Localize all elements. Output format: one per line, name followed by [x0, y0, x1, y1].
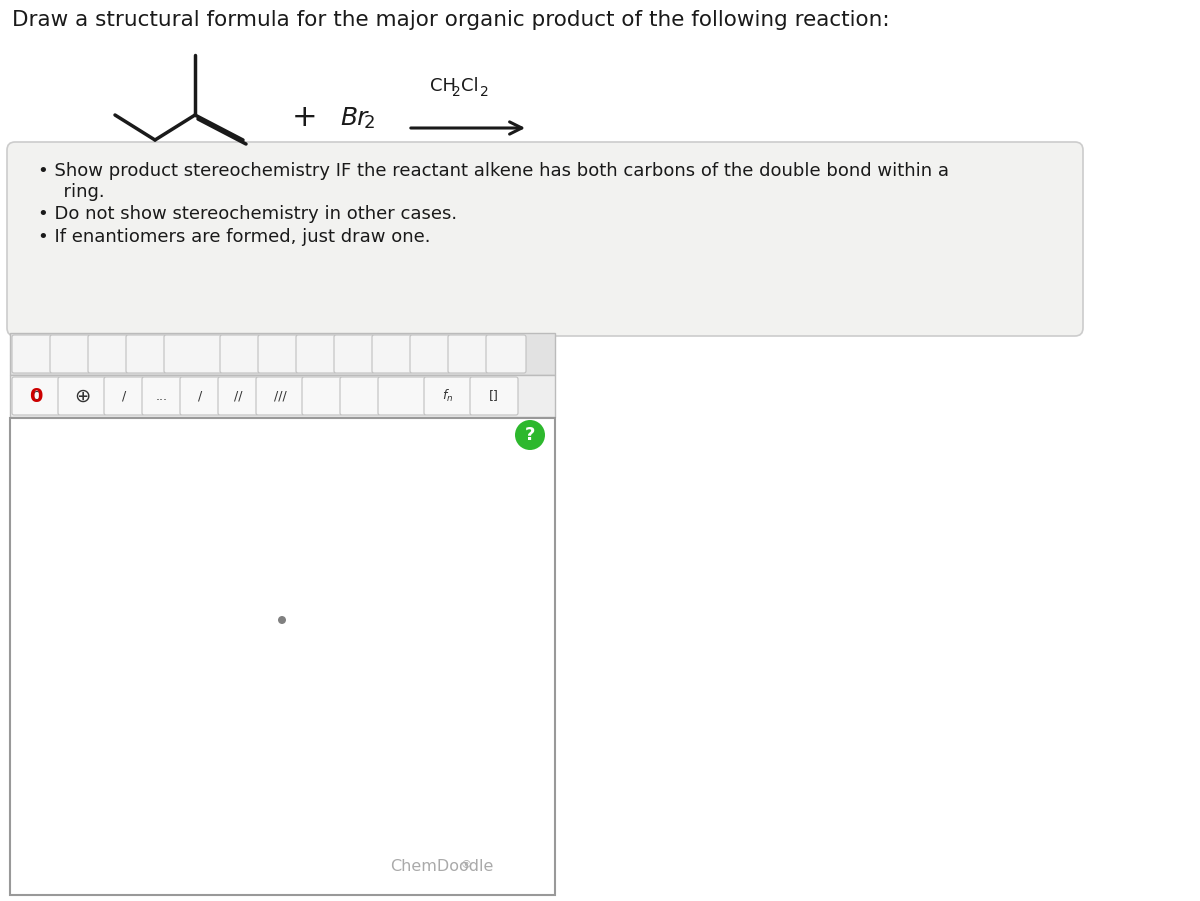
- Text: • Show product stereochemistry IF the reactant alkene has both carbons of the do: • Show product stereochemistry IF the re…: [38, 162, 949, 180]
- FancyBboxPatch shape: [448, 335, 488, 373]
- Text: ?: ?: [524, 426, 535, 444]
- Text: Cl: Cl: [461, 77, 479, 95]
- FancyBboxPatch shape: [58, 377, 106, 415]
- Text: []: []: [490, 389, 499, 403]
- Text: /: /: [198, 389, 202, 403]
- Text: • Do not show stereochemistry in other cases.: • Do not show stereochemistry in other c…: [38, 205, 457, 223]
- FancyBboxPatch shape: [180, 377, 220, 415]
- Text: O: O: [31, 389, 41, 403]
- Text: //: //: [234, 389, 242, 403]
- FancyBboxPatch shape: [220, 335, 260, 373]
- FancyBboxPatch shape: [256, 377, 304, 415]
- FancyBboxPatch shape: [258, 335, 298, 373]
- FancyBboxPatch shape: [372, 335, 412, 373]
- FancyBboxPatch shape: [424, 377, 472, 415]
- FancyBboxPatch shape: [88, 335, 128, 373]
- Circle shape: [515, 420, 545, 450]
- Text: ⊕: ⊕: [74, 387, 90, 405]
- FancyBboxPatch shape: [302, 377, 342, 415]
- Text: 2: 2: [480, 85, 488, 99]
- Text: 2: 2: [364, 114, 376, 132]
- Text: Draw a structural formula for the major organic product of the following reactio: Draw a structural formula for the major …: [12, 10, 889, 30]
- Circle shape: [278, 616, 286, 624]
- FancyBboxPatch shape: [470, 377, 518, 415]
- FancyBboxPatch shape: [12, 335, 52, 373]
- Text: • If enantiomers are formed, just draw one.: • If enantiomers are formed, just draw o…: [38, 228, 431, 246]
- Bar: [10, 333, 554, 375]
- FancyBboxPatch shape: [126, 335, 166, 373]
- FancyBboxPatch shape: [218, 377, 258, 415]
- Bar: [10, 375, 554, 417]
- FancyBboxPatch shape: [378, 377, 426, 415]
- FancyBboxPatch shape: [7, 142, 1084, 336]
- Text: ///: ///: [274, 389, 287, 403]
- FancyBboxPatch shape: [334, 335, 374, 373]
- FancyBboxPatch shape: [486, 335, 526, 373]
- Text: 2: 2: [452, 85, 461, 99]
- Text: $f_n$: $f_n$: [443, 388, 454, 404]
- Text: /: /: [122, 389, 126, 403]
- Text: ChemDoodle: ChemDoodle: [390, 859, 493, 874]
- Text: CH: CH: [430, 77, 456, 95]
- FancyBboxPatch shape: [104, 377, 144, 415]
- Text: ...: ...: [156, 389, 168, 403]
- Text: ®: ®: [460, 860, 470, 870]
- FancyBboxPatch shape: [410, 335, 450, 373]
- FancyBboxPatch shape: [296, 335, 336, 373]
- FancyBboxPatch shape: [12, 377, 60, 415]
- FancyBboxPatch shape: [142, 377, 182, 415]
- Text: ring.: ring.: [52, 183, 104, 201]
- FancyBboxPatch shape: [340, 377, 380, 415]
- Text: +: +: [292, 104, 318, 132]
- Text: Br: Br: [340, 106, 367, 130]
- Text: 0: 0: [29, 387, 43, 405]
- Bar: [10, 418, 554, 895]
- FancyBboxPatch shape: [50, 335, 90, 373]
- FancyBboxPatch shape: [164, 335, 222, 373]
